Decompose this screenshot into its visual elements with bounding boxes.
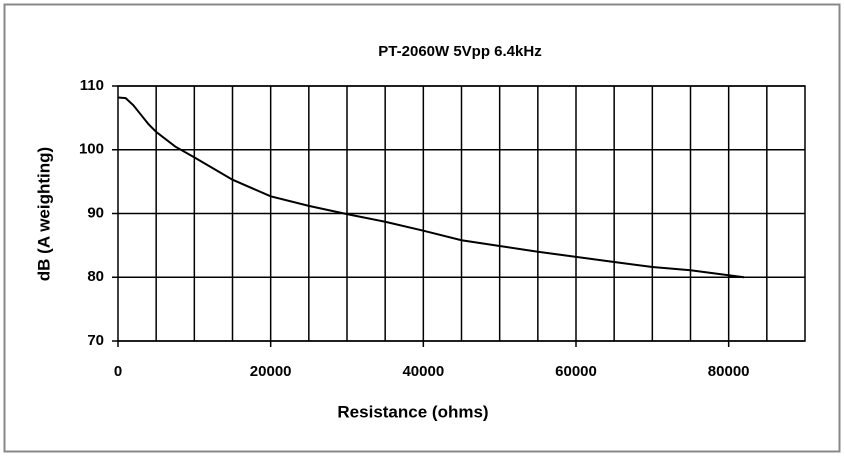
y-tick-label: 70 [87,332,104,349]
x-tick-label: 60000 [555,363,597,380]
y-tick-label: 110 [80,77,104,94]
y-tick-label: 90 [87,204,104,221]
y-tick-label: 100 [79,141,104,158]
data-line [117,96,745,279]
chart-title: PT-2060W 5Vpp 6.4kHz [378,43,541,60]
x-tick-label: 20000 [250,363,292,380]
y-tick-label: 80 [87,268,104,285]
x-tick-label: 0 [114,363,122,380]
y-axis-label: dB (A weighting) [34,147,53,281]
x-tick-label: 40000 [402,363,444,380]
x-tick-label: 80000 [708,363,750,380]
x-axis-label: Resistance (ohms) [337,402,488,421]
